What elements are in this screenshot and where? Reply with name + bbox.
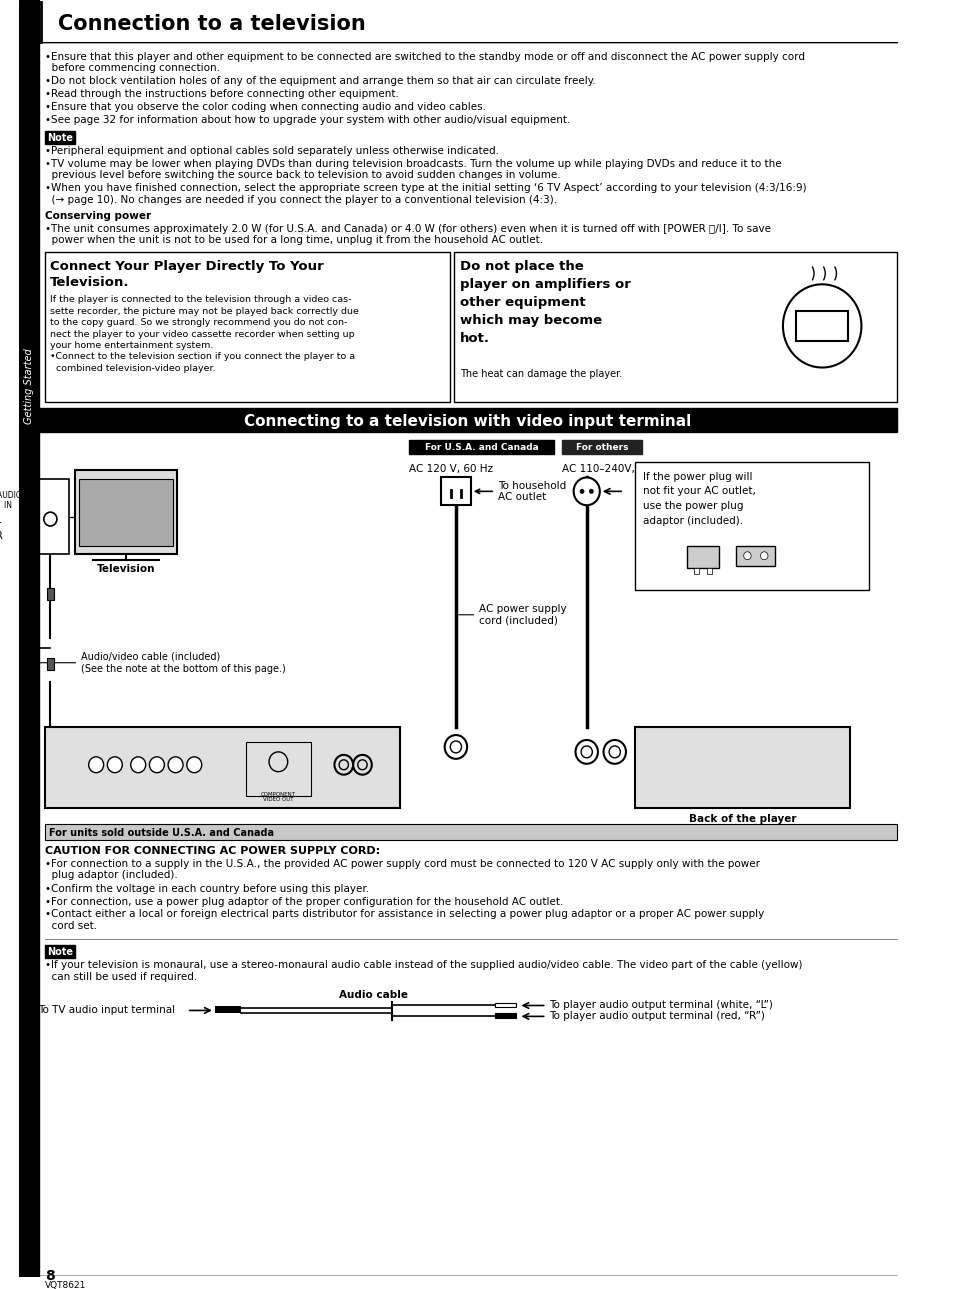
Text: To household
AC outlet: To household AC outlet [475,481,566,503]
Text: L: L [0,516,2,525]
Bar [736,545,775,566]
Text: •TV volume may be lower when playing DVDs than during television broadcasts. Tur: •TV volume may be lower when playing DVD… [45,159,781,180]
Bar [18,0,39,1277]
Text: Getting Started: Getting Started [24,348,34,424]
Bar [562,440,641,454]
Bar [635,461,868,590]
Text: •Read through the instructions before connecting other equipment.: •Read through the instructions before co… [45,89,398,99]
Text: 8: 8 [45,1268,54,1283]
Text: For U.S.A. and Canada: For U.S.A. and Canada [424,443,537,452]
Circle shape [588,489,593,494]
Text: Note: Note [47,133,72,143]
Bar [694,567,699,574]
Text: R: R [0,531,3,541]
Text: Audio cable: Audio cable [339,990,408,1000]
Bar [246,742,311,797]
Circle shape [131,757,146,772]
Text: COMPONENT
VIDEO OUT: COMPONENT VIDEO OUT [260,791,295,802]
Bar [45,824,896,840]
Text: Connect Your Player Directly To Your
Television.: Connect Your Player Directly To Your Tel… [51,259,324,289]
Text: Connection to a television: Connection to a television [58,14,365,34]
Circle shape [573,477,599,505]
Bar [495,1003,516,1008]
Text: Do not place the
player on amplifiers or
other equipment
which may become
hot.: Do not place the player on amplifiers or… [459,259,630,344]
Text: VQT8621: VQT8621 [45,1281,86,1289]
Text: •See page 32 for information about how to upgrade your system with other audio/v: •See page 32 for information about how t… [45,115,570,125]
Bar [47,657,54,670]
Text: Connecting to a television with video input terminal: Connecting to a television with video in… [244,414,691,428]
Bar [686,545,719,567]
Text: AC 110–240V, 50/60 Hz: AC 110–240V, 50/60 Hz [562,464,684,473]
Text: Television: Television [96,563,155,574]
Bar [454,251,896,402]
Bar [0,480,69,554]
Text: •Peripheral equipment and optional cables sold separately unless otherwise indic: •Peripheral equipment and optional cable… [45,146,498,156]
Text: •Ensure that this player and other equipment to be connected are switched to the: •Ensure that this player and other equip… [45,52,804,73]
Bar [45,251,450,402]
Bar [495,1013,516,1018]
Bar [706,567,711,574]
Text: •For connection, use a power plug adaptor of the proper configuration for the ho: •For connection, use a power plug adapto… [45,897,562,906]
Text: To player audio output terminal (white, “L”): To player audio output terminal (white, … [549,1000,773,1011]
Bar [16,589,23,601]
Bar [79,480,172,545]
Circle shape [168,757,183,772]
Text: •For connection to a supply in the U.S.A., the provided AC power supply cord mus: •For connection to a supply in the U.S.A… [45,858,759,880]
Bar [440,477,471,505]
Text: AC power supply
cord (included): AC power supply cord (included) [458,605,566,625]
Text: •The unit consumes approximately 2.0 W (for U.S.A. and Canada) or 4.0 W (for oth: •The unit consumes approximately 2.0 W (… [45,224,770,245]
Text: •Confirm the voltage in each country before using this player.: •Confirm the voltage in each country bef… [45,884,369,893]
Text: For units sold outside U.S.A. and Canada: For units sold outside U.S.A. and Canada [49,828,274,838]
Bar [74,469,177,554]
Circle shape [11,528,26,544]
Text: The heat can damage the player.: The heat can damage the player. [459,369,621,379]
Bar [45,727,399,808]
Circle shape [187,757,201,772]
Circle shape [89,757,104,772]
Circle shape [743,552,750,559]
Text: Back of the player: Back of the player [688,815,796,824]
Text: •If your television is monaural, use a stereo-monaural audio cable instead of th: •If your television is monaural, use a s… [45,960,801,981]
Bar [6,657,13,670]
Circle shape [108,757,122,772]
Text: IN       IN: IN IN [4,501,36,510]
Bar [409,440,554,454]
Text: AC 120 V, 60 Hz: AC 120 V, 60 Hz [409,464,493,473]
Bar [6,589,13,601]
Text: If the player is connected to the television through a video cas-
sette recorder: If the player is connected to the televi… [51,295,359,373]
Bar [45,130,74,143]
Text: To player audio output terminal (red, “R”): To player audio output terminal (red, “R… [549,1012,764,1021]
Circle shape [150,757,164,772]
Bar [39,409,896,432]
Bar [214,1007,241,1013]
Bar [795,311,847,340]
Text: To TV audio input terminal: To TV audio input terminal [38,1005,182,1016]
Text: CAUTION FOR CONNECTING AC POWER SUPPLY CORD:: CAUTION FOR CONNECTING AC POWER SUPPLY C… [45,846,379,856]
Text: Note: Note [47,947,72,958]
Text: •Ensure that you observe the color coding when connecting audio and video cables: •Ensure that you observe the color codin… [45,102,485,112]
Bar [45,945,74,958]
Text: •Do not block ventilation holes of any of the equipment and arrange them so that: •Do not block ventilation holes of any o… [45,76,595,86]
Text: AUDIO  VIDEO: AUDIO VIDEO [0,491,51,500]
Text: Conserving power: Conserving power [45,211,151,220]
Text: •Contact either a local or foreign electrical parts distributor for assistance i: •Contact either a local or foreign elect… [45,910,763,931]
Circle shape [760,552,767,559]
Circle shape [579,489,584,494]
Bar [47,589,54,601]
Text: If the power plug will
not fit your AC outlet,
use the power plug
adaptor (inclu: If the power plug will not fit your AC o… [642,472,755,526]
Text: •When you have finished connection, select the appropriate screen type at the in: •When you have finished connection, sele… [45,183,805,205]
Text: For others: For others [576,443,628,452]
Bar [635,727,849,808]
Text: Audio/video cable (included)
(See the note at the bottom of this page.): Audio/video cable (included) (See the no… [34,652,286,674]
